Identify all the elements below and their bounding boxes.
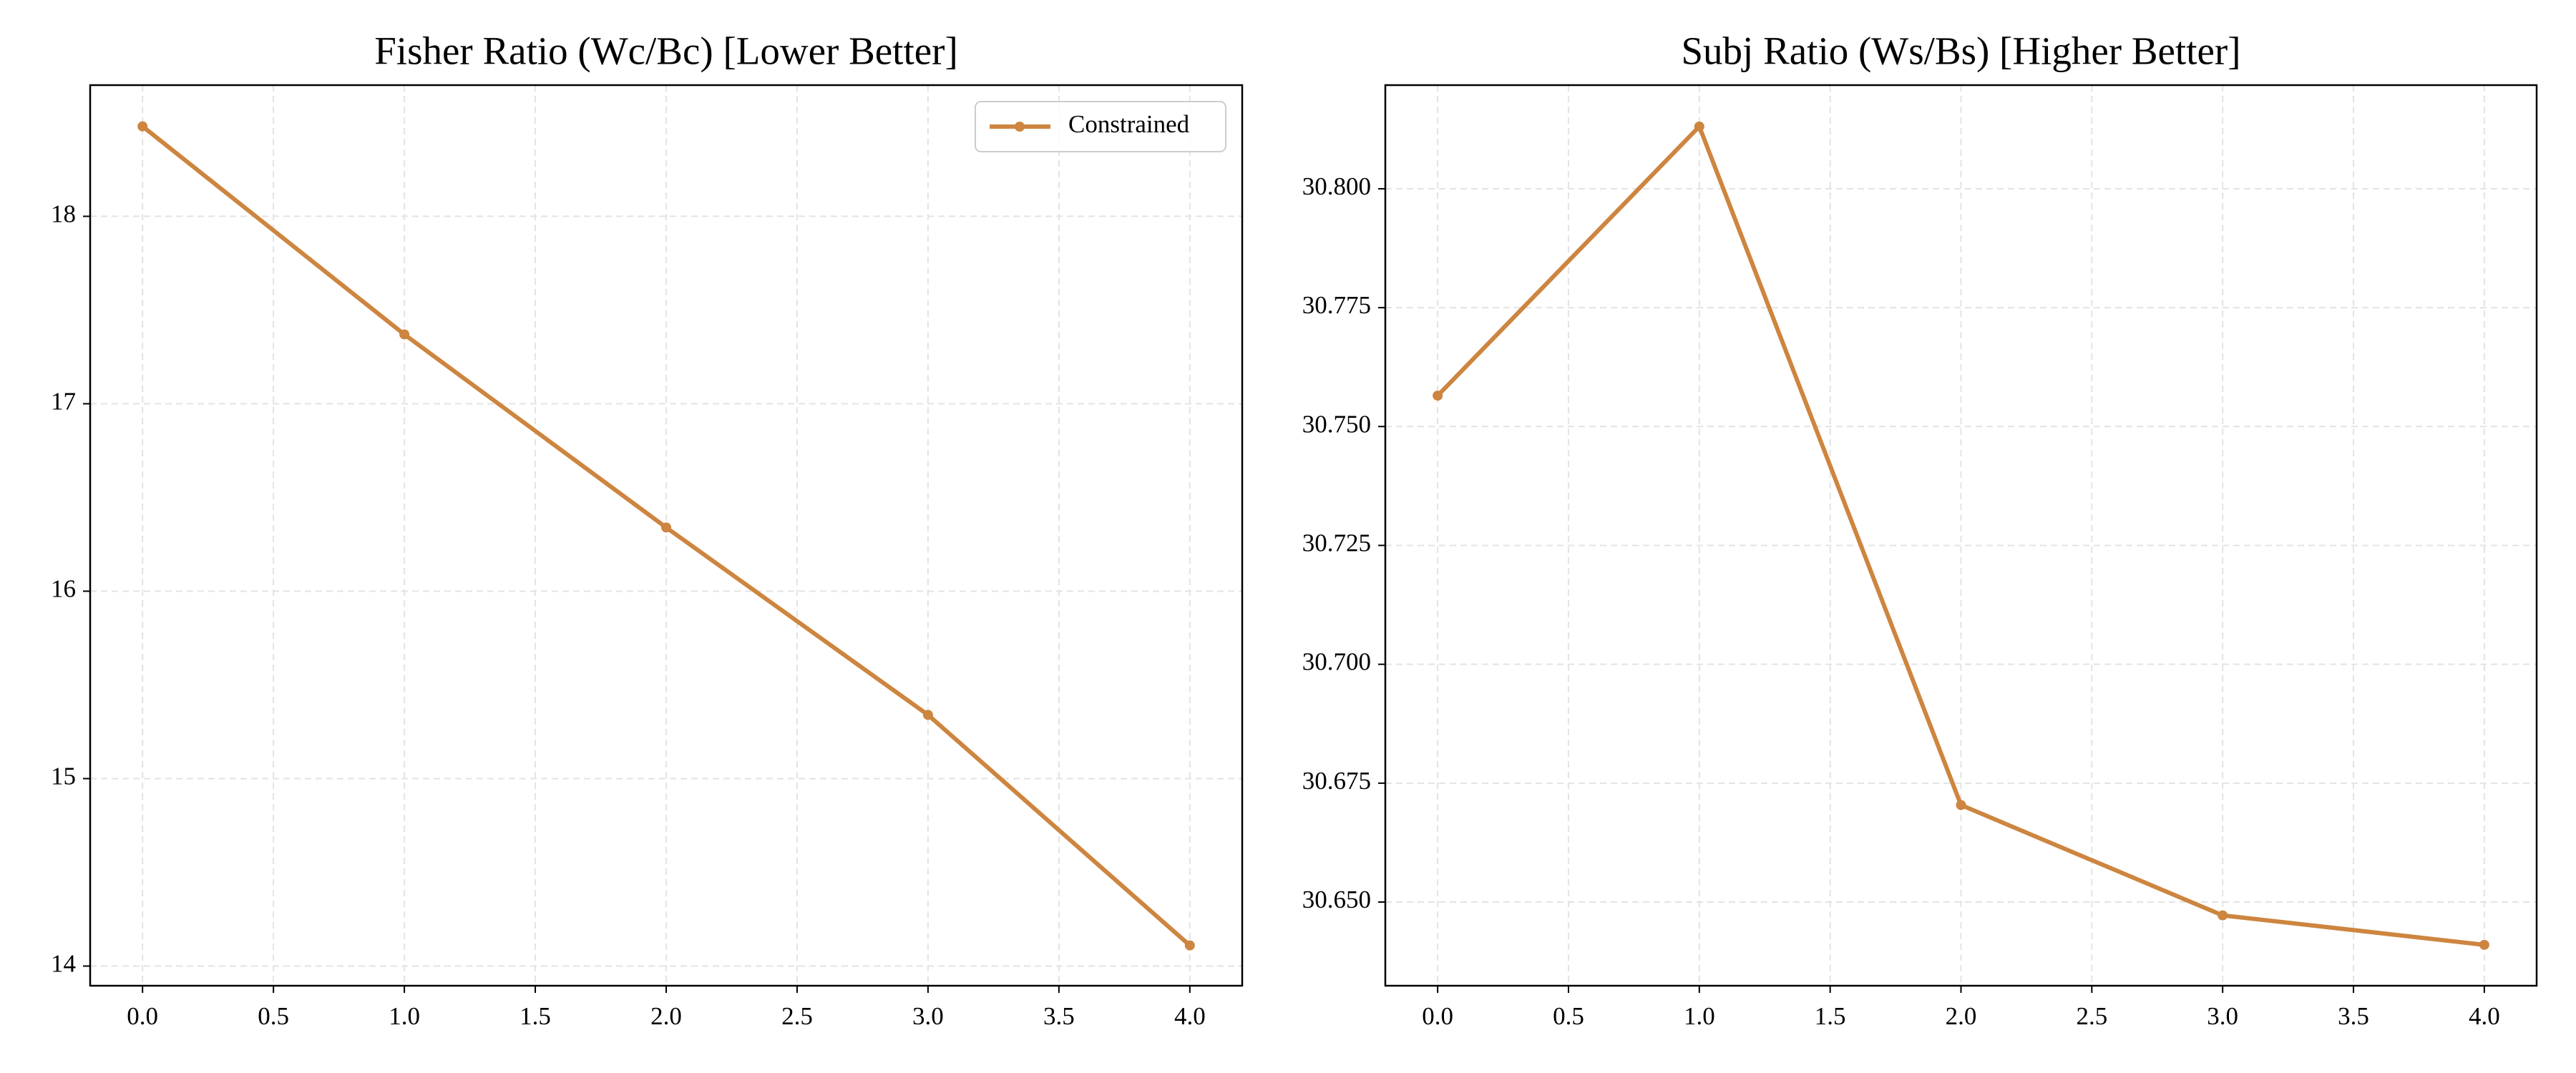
y-tick-label: 30.675 <box>1302 767 1371 795</box>
y-tick-label: 18 <box>51 200 76 227</box>
x-tick-label: 2.5 <box>2076 1002 2107 1030</box>
chart-title: Fisher Ratio (Wc/Bc) [Lower Better] <box>374 29 958 73</box>
legend-label: Constrained <box>1068 110 1190 138</box>
y-tick-label: 15 <box>51 763 76 790</box>
data-point <box>1433 391 1443 401</box>
x-tick-label: 0.0 <box>1422 1002 1453 1030</box>
data-point <box>661 522 671 533</box>
y-tick-label: 17 <box>51 387 76 415</box>
x-tick-label: 2.0 <box>650 1002 682 1030</box>
y-tick-label: 30.650 <box>1302 886 1371 913</box>
legend-marker <box>1015 122 1025 132</box>
chart-title: Subj Ratio (Ws/Bs) [Higher Better] <box>1681 29 2240 73</box>
y-tick-label: 30.800 <box>1302 172 1371 200</box>
data-point <box>137 121 148 132</box>
data-point <box>922 710 933 720</box>
legend-box <box>975 101 1226 152</box>
data-point <box>399 329 410 340</box>
x-tick-label: 3.0 <box>912 1002 944 1030</box>
y-tick-label: 30.750 <box>1302 410 1371 438</box>
x-tick-label: 4.0 <box>1174 1002 1206 1030</box>
x-tick-label: 1.5 <box>1815 1002 1846 1030</box>
x-tick-label: 3.0 <box>2207 1002 2238 1030</box>
data-point <box>2218 910 2228 921</box>
x-tick-label: 1.0 <box>1684 1002 1715 1030</box>
data-point <box>1694 121 1704 132</box>
y-tick-label: 14 <box>51 950 76 978</box>
x-tick-label: 0.0 <box>127 1002 158 1030</box>
x-tick-label: 2.5 <box>781 1002 813 1030</box>
x-tick-label: 0.5 <box>1553 1002 1584 1030</box>
x-tick-label: 3.5 <box>1043 1002 1075 1030</box>
y-tick-label: 30.775 <box>1302 291 1371 319</box>
data-point <box>1956 800 1966 810</box>
x-tick-label: 1.0 <box>389 1002 420 1030</box>
x-tick-label: 0.5 <box>258 1002 289 1030</box>
plot-frame <box>89 84 1244 987</box>
x-tick-label: 1.5 <box>519 1002 551 1030</box>
x-tick-label: 3.5 <box>2338 1002 2369 1030</box>
plot-frame <box>1384 84 2538 987</box>
x-tick-label: 4.0 <box>2469 1002 2500 1030</box>
x-tick-label: 2.0 <box>1946 1002 1977 1030</box>
y-tick-label: 16 <box>51 574 76 602</box>
y-tick-label: 30.700 <box>1302 648 1371 676</box>
data-point <box>1184 940 1195 951</box>
y-tick-label: 30.725 <box>1302 529 1371 557</box>
data-point <box>2479 939 2489 950</box>
